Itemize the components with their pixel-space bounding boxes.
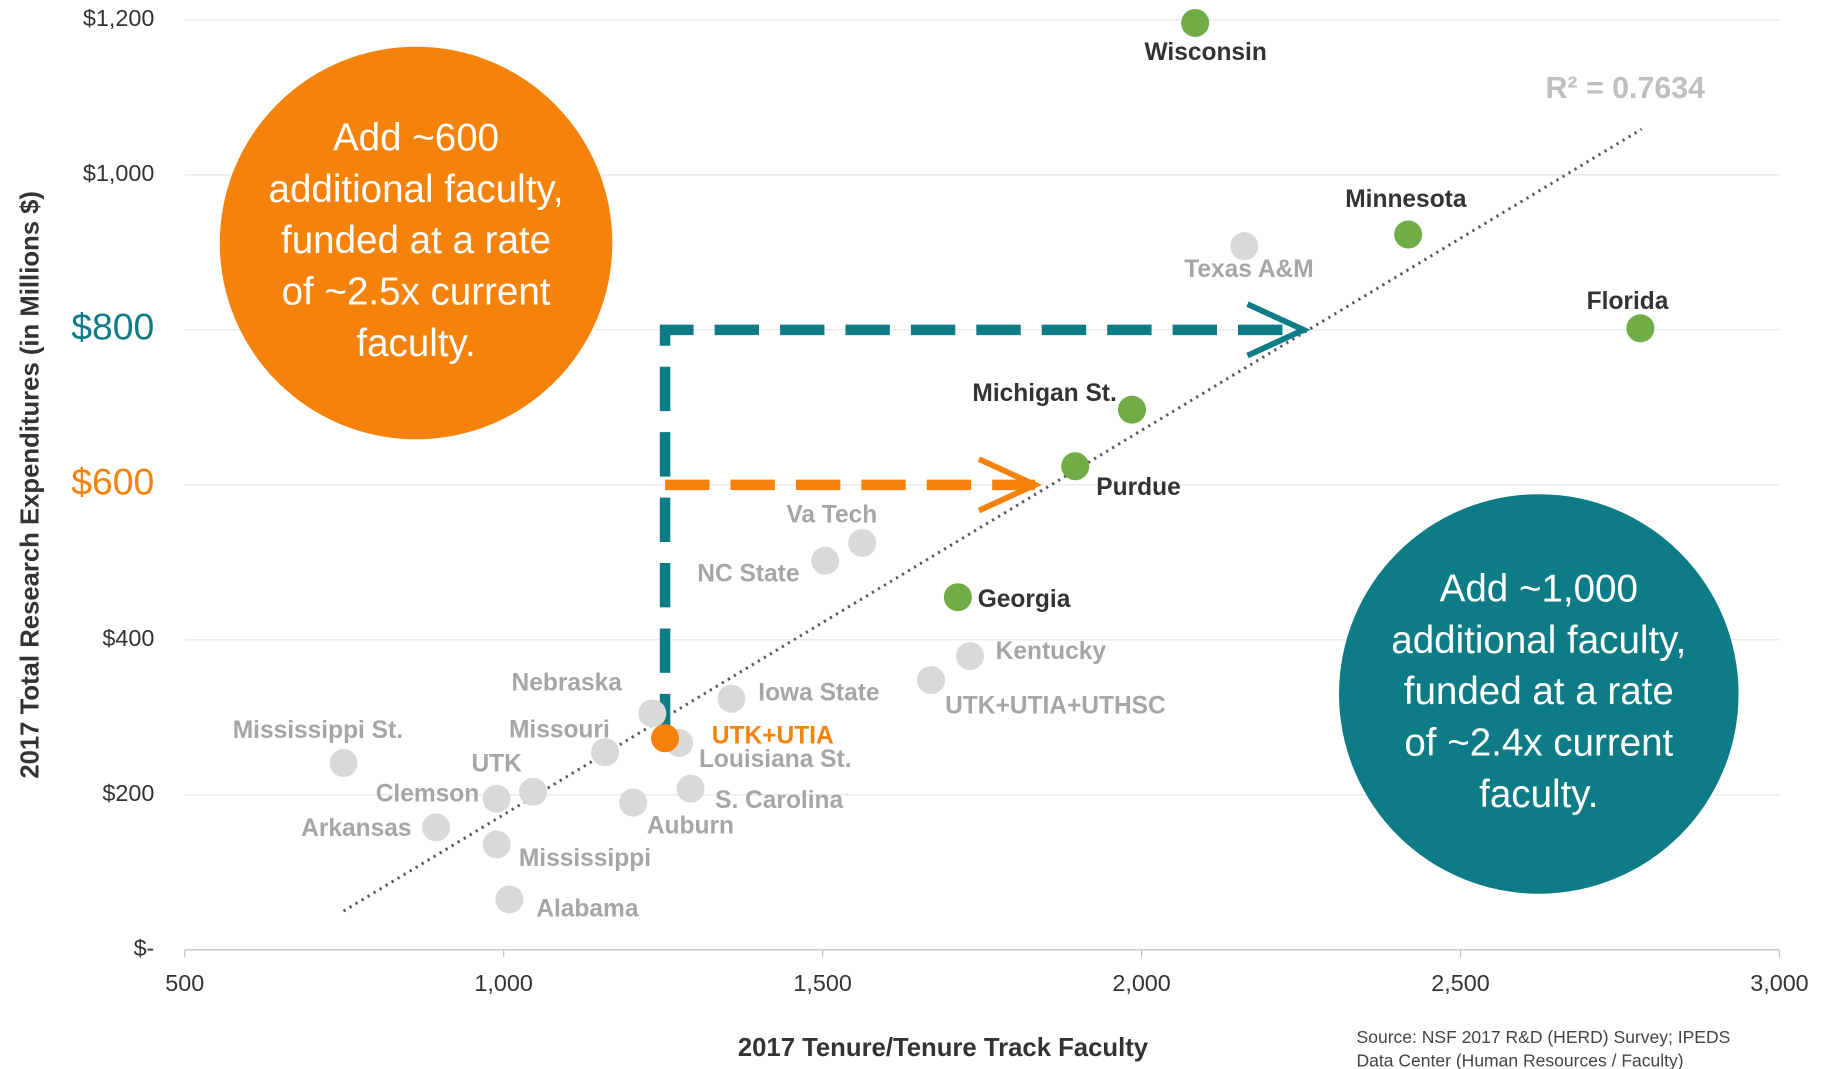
callout-text: Add ~1,000 — [1440, 567, 1638, 610]
point-label: Nebraska — [512, 670, 623, 697]
point — [1230, 232, 1259, 261]
x-tick-label: 1,500 — [793, 970, 851, 996]
point — [619, 788, 648, 817]
callout-text: additional faculty, — [1391, 619, 1686, 662]
point-label: Clemson — [376, 781, 480, 808]
callout-text: funded at a rate — [1404, 670, 1674, 713]
callout-text: faculty. — [1479, 773, 1598, 816]
point-label: Alabama — [536, 895, 639, 922]
point-label: Florida — [1587, 288, 1669, 315]
dashed-arrow — [659, 324, 1304, 739]
point-label: Texas A&M — [1184, 256, 1313, 283]
callout-text: faculty. — [356, 322, 475, 365]
point — [1061, 452, 1090, 481]
callout-text: Add ~600 — [333, 116, 499, 159]
point — [482, 784, 511, 813]
trendline — [342, 127, 1643, 913]
point — [1394, 220, 1423, 249]
point — [676, 774, 705, 803]
y-tick-label: $800 — [71, 306, 154, 348]
y-axis-label: 2017 Total Research Expenditures (in Mil… — [16, 191, 44, 779]
x-tick-label: 2,500 — [1431, 970, 1489, 996]
point — [717, 684, 746, 713]
point — [651, 724, 680, 753]
y-tick-label: $1,200 — [83, 5, 154, 31]
point — [811, 546, 840, 575]
point — [1117, 395, 1147, 424]
point — [955, 642, 984, 671]
point-label: Michigan St. — [972, 380, 1116, 407]
point-label: NC State — [697, 560, 799, 587]
point — [1626, 314, 1655, 343]
x-tick-label: 2,000 — [1112, 970, 1170, 996]
point-label: UTK+UTIA — [712, 723, 834, 750]
point-label: Wisconsin — [1144, 39, 1266, 66]
point-label: UTK+UTIA+UTHSC — [945, 692, 1166, 719]
callout-text: funded at a rate — [281, 219, 551, 262]
point-label: Georgia — [978, 586, 1071, 613]
callout-text: additional faculty, — [269, 168, 564, 211]
point — [495, 885, 524, 914]
y-tick-label: $1,000 — [83, 160, 154, 186]
callout-circle — [1339, 494, 1739, 894]
y-tick-label: $400 — [102, 625, 154, 651]
point-label: Louisiana St. — [699, 746, 852, 773]
y-tick-label: $600 — [71, 461, 154, 503]
point-label: Mississippi — [519, 845, 651, 872]
point-label: Va Tech — [786, 502, 877, 529]
x-tick-label: 3,000 — [1750, 970, 1808, 996]
source: Data Center (Human Resources / Faculty) — [1357, 1051, 1684, 1069]
point — [329, 749, 358, 778]
point — [917, 666, 946, 695]
arrow-head — [1246, 301, 1311, 359]
callout-circle — [219, 46, 613, 440]
point — [482, 830, 511, 859]
source: Source: NSF 2017 R&D (HERD) Survey; IPED… — [1357, 1027, 1731, 1047]
r-squared: R² = 0.7634 — [1545, 72, 1705, 105]
point — [638, 699, 667, 728]
callout-text: of ~2.4x current — [1404, 722, 1673, 765]
point-label: Missouri — [509, 717, 610, 744]
y-tick-label: $- — [134, 935, 155, 961]
point — [518, 777, 548, 806]
point-label: Minnesota — [1345, 186, 1467, 213]
point-label: Kentucky — [996, 638, 1107, 665]
point — [1181, 8, 1210, 37]
point — [848, 528, 877, 557]
point-label: Mississippi St. — [233, 717, 403, 744]
callout-text: of ~2.5x current — [282, 271, 551, 314]
point-label: Purdue — [1096, 474, 1180, 501]
point-label: Auburn — [647, 813, 734, 840]
point-label: UTK — [471, 750, 522, 777]
point — [943, 583, 972, 612]
x-tick-label: 500 — [165, 970, 204, 996]
x-tick-label: 1,000 — [474, 970, 532, 996]
point-label: S. Carolina — [715, 787, 843, 814]
point-label: Arkansas — [301, 815, 411, 842]
y-tick-label: $200 — [102, 780, 154, 806]
point — [591, 738, 620, 767]
point — [422, 813, 451, 842]
x-axis-label: 2017 Tenure/Tenure Track Faculty — [738, 1034, 1149, 1062]
arrow-head — [977, 456, 1043, 514]
point-label: Iowa State — [758, 680, 879, 707]
